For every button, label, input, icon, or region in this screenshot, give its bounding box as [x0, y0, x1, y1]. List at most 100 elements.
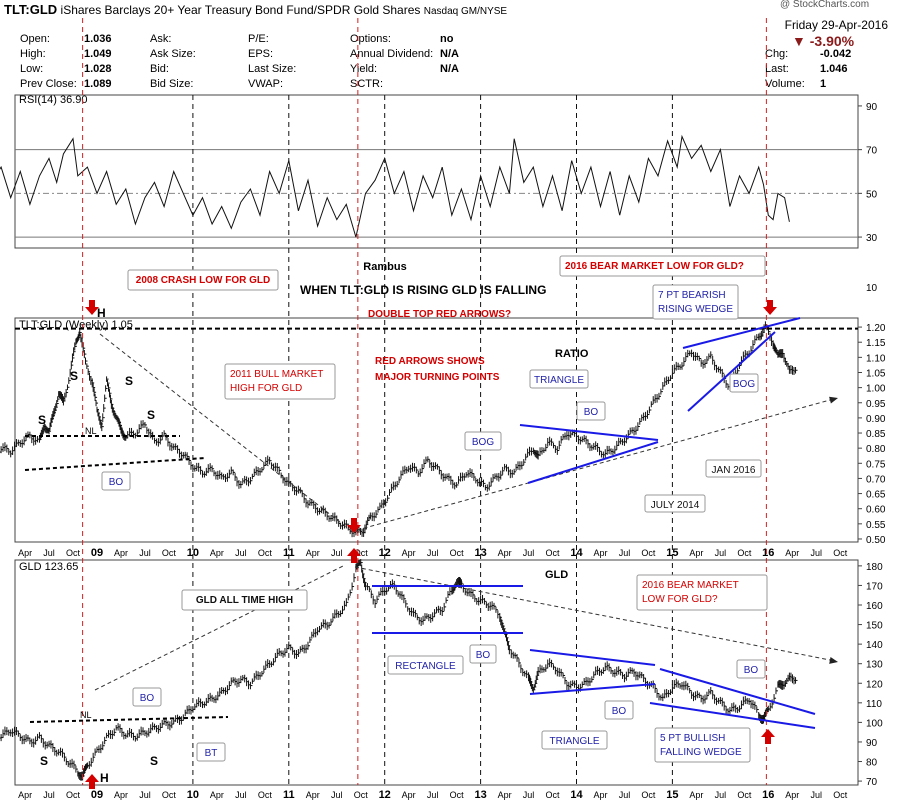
- x-tick-label: Jul: [810, 790, 822, 800]
- callout-bo: [576, 401, 606, 421]
- label-red-arrows: MAJOR TURNING POINTS: [375, 372, 500, 383]
- x-tick-label: Oct: [546, 548, 561, 558]
- y-tick-label: 0.60: [866, 505, 886, 516]
- x-tick-label: Apr: [785, 548, 799, 558]
- callout-bear-low: [559, 255, 766, 277]
- pattern-trendline: [519, 424, 659, 441]
- y-tick-label: 120: [866, 679, 883, 690]
- label-nl: NL: [85, 426, 97, 436]
- label-gld: GLD: [545, 569, 568, 581]
- x-tick-label: Apr: [402, 790, 416, 800]
- red-arrow-down: [85, 307, 99, 315]
- callout-bear-low-gld: [636, 574, 768, 611]
- x-tick-label: Apr: [402, 548, 416, 558]
- field-label: Ask:: [150, 33, 172, 45]
- field-value: 1: [820, 78, 827, 90]
- callout-bog: [464, 431, 502, 451]
- x-tick-label: Oct: [162, 548, 177, 558]
- rsi-line: [0, 134, 790, 238]
- label-red-arrows: RED ARROWS SHOWS: [375, 356, 485, 367]
- y-tick-label: 140: [866, 640, 883, 651]
- x-tick-label: 12: [379, 547, 391, 559]
- x-tick-label: Apr: [114, 790, 128, 800]
- field-value: no: [440, 33, 454, 45]
- x-tick-label: Jul: [523, 790, 535, 800]
- panel-frame: [14, 94, 859, 249]
- callout-bo-text: BO: [584, 407, 599, 418]
- x-tick-label: 15: [666, 547, 678, 559]
- x-tick-label: 10: [187, 789, 199, 800]
- x-tick-label: 10: [187, 547, 199, 559]
- field-label: Low:: [20, 63, 44, 75]
- y-tick-label: 70: [866, 146, 878, 157]
- field-label: Chg:: [765, 48, 789, 60]
- neckline: [24, 457, 206, 471]
- callout-july-2014-text: JULY 2014: [651, 500, 700, 511]
- field-label: Options:: [350, 33, 391, 45]
- x-tick-label: Oct: [258, 548, 273, 558]
- callout-bo-gld-4-text: BO: [140, 693, 155, 704]
- x-tick-label: Jul: [619, 548, 631, 558]
- pattern-trendline: [682, 317, 801, 349]
- callout-bear-low-text: 2016 BEAR MARKET LOW FOR GLD?: [565, 261, 744, 272]
- field-value: 1.049: [84, 48, 112, 60]
- y-tick-label: 90: [866, 738, 878, 749]
- x-tick-label: Jul: [43, 548, 55, 558]
- panel-title: RSI(14) 36.90: [19, 94, 87, 106]
- field-label: EPS:: [248, 48, 274, 60]
- x-tick-label: 13: [474, 789, 486, 800]
- y-tick-label: 160: [866, 601, 883, 612]
- x-tick-label: Oct: [450, 790, 465, 800]
- x-tick-label: Oct: [737, 790, 752, 800]
- y-tick-label: 1.05: [866, 368, 886, 379]
- callout-gld-ath: [181, 589, 308, 611]
- field-value: 1.036: [84, 33, 112, 45]
- label-s: S: [147, 408, 155, 422]
- y-tick-label: 0.90: [866, 414, 886, 425]
- red-arrow-up: [85, 774, 99, 782]
- y-tick-label: 30: [866, 233, 878, 244]
- x-tick-label: 09: [91, 547, 103, 559]
- label-main-caption: WHEN TLT:GLD IS RISING GLD IS FALLING: [300, 283, 546, 297]
- callout-bull-wedge: [654, 727, 751, 763]
- x-tick-label: Oct: [641, 790, 656, 800]
- y-tick-label: 80: [866, 758, 878, 769]
- dashed-trendline: [354, 566, 831, 661]
- x-tick-label: Jul: [331, 790, 343, 800]
- callout-bo-ratio-text: BO: [109, 477, 124, 488]
- x-tick-label: Apr: [689, 548, 703, 558]
- trend-arrowhead: [829, 656, 838, 664]
- y-tick-label: 0.80: [866, 444, 886, 455]
- x-tick-label: Apr: [785, 790, 799, 800]
- callout-bull-high: [224, 363, 336, 400]
- callout-bo-gld-2-text: BO: [612, 706, 627, 717]
- dashed-trendline: [99, 333, 351, 531]
- x-tick-label: Apr: [593, 790, 607, 800]
- red-arrow-down: [347, 525, 361, 533]
- x-tick-label: Oct: [833, 548, 848, 558]
- red-arrow-up: [765, 737, 771, 744]
- y-tick-label: 0.85: [866, 429, 886, 440]
- x-tick-label: Apr: [306, 548, 320, 558]
- field-label: VWAP:: [248, 78, 284, 90]
- field-label: Open:: [20, 33, 50, 45]
- callout-bo-gld-3-text: BO: [744, 665, 759, 676]
- callout-bull-wedge-text: 5 PT BULLISH: [660, 733, 725, 744]
- x-tick-label: Oct: [546, 790, 561, 800]
- pattern-trendline: [527, 441, 659, 484]
- field-value: 1.046: [820, 63, 848, 75]
- x-tick-label: Jul: [427, 790, 439, 800]
- trend-arrowhead: [829, 396, 838, 404]
- x-tick-label: Oct: [66, 790, 81, 800]
- x-tick-label: 11: [283, 547, 295, 559]
- label-s: S: [150, 754, 158, 768]
- x-tick-label: Jul: [235, 790, 247, 800]
- field-label: Last Size:: [248, 63, 297, 75]
- x-tick-label: Apr: [18, 548, 32, 558]
- field-label: High:: [20, 48, 46, 60]
- y-tick-label: 1.00: [866, 384, 886, 395]
- y-tick-label: 0.70: [866, 474, 886, 485]
- x-tick-label: Apr: [593, 548, 607, 558]
- red-arrow-up: [347, 548, 361, 556]
